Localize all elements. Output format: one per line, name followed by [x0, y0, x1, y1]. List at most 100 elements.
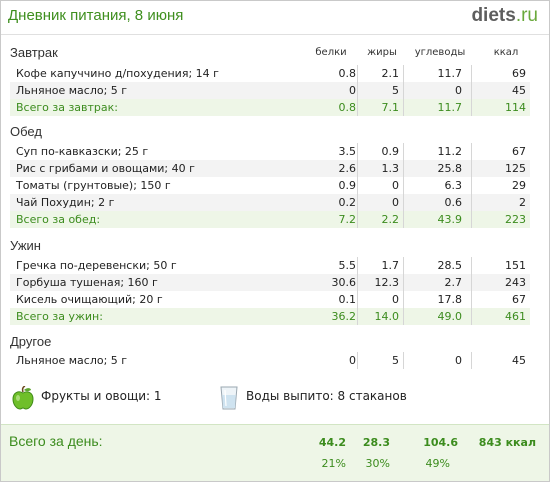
total-carbs: 49.0 [437, 310, 463, 323]
column-header-protein: белки [315, 47, 347, 58]
column-divider [403, 143, 404, 228]
food-carbs: 0.6 [444, 196, 463, 209]
food-protein: 2.6 [338, 162, 357, 175]
table-row: Горбуша тушеная; 160 г 30.6 12.3 2.7 243 [10, 274, 530, 291]
day-total-protein: 44.2 [318, 436, 346, 449]
food-fat: 1.3 [381, 162, 400, 175]
food-fat: 0 [392, 196, 399, 209]
food-name: Томаты (грунтовые); 150 г [16, 179, 171, 192]
column-header-fat: жиры [367, 47, 397, 58]
food-protein: 5.5 [338, 259, 357, 272]
meal-total-row: Всего за завтрак: 0.8 7.1 11.7 114 [10, 99, 530, 116]
food-kcal: 125 [505, 162, 526, 175]
column-divider [403, 65, 404, 116]
total-label: Всего за завтрак: [16, 101, 119, 114]
food-fat: 0 [392, 293, 399, 306]
table-row: Чай Похудин; 2 г 0.2 0 0.6 2 [10, 194, 530, 211]
food-protein: 3.5 [338, 145, 357, 158]
food-protein: 0.8 [338, 67, 357, 80]
total-fat: 2.2 [381, 213, 400, 226]
fruits-vegetables-count: Фрукты и овощи: 1 [41, 389, 162, 403]
site-logo[interactable]: diets.ru [471, 5, 538, 27]
column-divider [357, 65, 358, 116]
table-row: Томаты (грунтовые); 150 г 0.9 0 6.3 29 [10, 177, 530, 194]
food-carbs: 0 [455, 84, 462, 97]
food-kcal: 243 [505, 276, 526, 289]
logo-suffix: .ru [515, 5, 538, 26]
day-protein-percent: 21% [321, 457, 346, 470]
table-row: Кофе капуччино д/похудения; 14 г 0.8 2.1… [10, 65, 530, 82]
food-fat: 5 [392, 354, 399, 367]
table-row: Суп по-кавказски; 25 г 3.5 0.9 11.2 67 [10, 143, 530, 160]
food-name: Льняное масло; 5 г [16, 354, 128, 367]
total-carbs: 11.7 [437, 101, 463, 114]
total-protein: 7.2 [338, 213, 357, 226]
column-divider [357, 257, 358, 325]
food-name: Кисель очищающий; 20 г [16, 293, 163, 306]
food-protein: 0 [349, 354, 356, 367]
food-carbs: 11.7 [437, 67, 463, 80]
food-carbs: 0 [455, 354, 462, 367]
water-glass-icon [220, 386, 238, 410]
total-kcal: 114 [505, 101, 526, 114]
meal-title-lunch: Обед [10, 124, 42, 139]
total-kcal: 461 [505, 310, 526, 323]
day-total-kcal: 843 ккал [478, 436, 536, 449]
apple-icon [12, 386, 34, 410]
food-fat: 0.9 [381, 145, 400, 158]
food-kcal: 69 [512, 67, 526, 80]
total-protein: 36.2 [331, 310, 357, 323]
food-protein: 0 [349, 84, 356, 97]
meal-total-row: Всего за обед: 7.2 2.2 43.9 223 [10, 211, 530, 228]
water-drunk-count: Воды выпито: 8 стаканов [246, 389, 407, 403]
food-fat: 2.1 [381, 67, 400, 80]
day-total-fat: 28.3 [362, 436, 390, 449]
food-protein: 0.1 [338, 293, 357, 306]
food-kcal: 45 [512, 354, 526, 367]
column-divider [471, 352, 472, 369]
food-carbs: 28.5 [437, 259, 463, 272]
table-row: Льняное масло; 5 г 0 5 0 45 [10, 82, 530, 99]
table-row: Льняное масло; 5 г 0 5 0 45 [10, 352, 530, 369]
meal-title-dinner: Ужин [10, 238, 41, 253]
food-name: Горбуша тушеная; 160 г [16, 276, 158, 289]
column-divider [471, 143, 472, 228]
total-protein: 0.8 [338, 101, 357, 114]
column-divider [403, 352, 404, 369]
food-protein: 0.2 [338, 196, 357, 209]
table-row: Рис с грибами и овощами; 40 г 2.6 1.3 25… [10, 160, 530, 177]
total-fat: 7.1 [381, 101, 400, 114]
total-label: Всего за обед: [16, 213, 101, 226]
food-fat: 12.3 [374, 276, 400, 289]
food-name: Кофе капуччино д/похудения; 14 г [16, 67, 219, 80]
column-divider [357, 352, 358, 369]
meal-title-breakfast: Завтрак [10, 45, 58, 60]
food-fat: 1.7 [381, 259, 400, 272]
food-name: Гречка по-деревенски; 50 г [16, 259, 177, 272]
food-name: Рис с грибами и овощами; 40 г [16, 162, 195, 175]
day-total-panel [1, 424, 549, 481]
column-header-kcal: ккал [493, 47, 519, 58]
food-kcal: 29 [512, 179, 526, 192]
total-fat: 14.0 [374, 310, 400, 323]
food-kcal: 67 [512, 293, 526, 306]
food-kcal: 45 [512, 84, 526, 97]
food-carbs: 25.8 [437, 162, 463, 175]
table-row: Гречка по-деревенски; 50 г 5.5 1.7 28.5 … [10, 257, 530, 274]
food-kcal: 2 [519, 196, 526, 209]
food-carbs: 2.7 [444, 276, 463, 289]
food-name: Суп по-кавказски; 25 г [16, 145, 149, 158]
day-total-carbs: 104.6 [423, 436, 458, 449]
column-divider [471, 257, 472, 325]
food-fat: 5 [392, 84, 399, 97]
day-total-label: Всего за день: [9, 433, 103, 449]
food-kcal: 151 [505, 259, 526, 272]
table-row: Кисель очищающий; 20 г 0.1 0 17.8 67 [10, 291, 530, 308]
food-kcal: 67 [512, 145, 526, 158]
total-kcal: 223 [505, 213, 526, 226]
food-protein: 0.9 [338, 179, 357, 192]
food-carbs: 6.3 [444, 179, 463, 192]
day-carbs-percent: 49% [425, 457, 450, 470]
food-carbs: 11.2 [437, 145, 463, 158]
food-protein: 30.6 [331, 276, 357, 289]
